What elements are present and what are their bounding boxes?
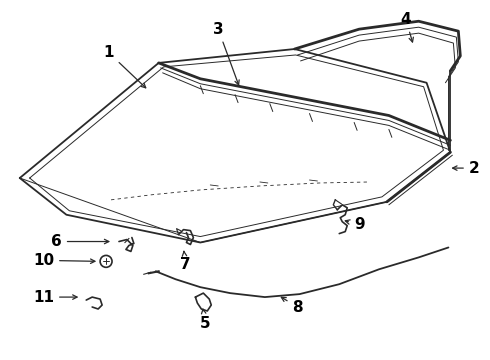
Text: 6: 6: [51, 234, 109, 249]
Text: 4: 4: [400, 12, 414, 42]
Text: 8: 8: [281, 297, 303, 315]
Text: 11: 11: [33, 289, 77, 305]
Text: 5: 5: [200, 309, 211, 332]
Text: 3: 3: [213, 22, 239, 85]
Text: 1: 1: [104, 45, 146, 88]
Text: 10: 10: [33, 253, 95, 268]
Text: 7: 7: [180, 251, 191, 272]
Text: 2: 2: [453, 161, 480, 176]
Text: 9: 9: [345, 217, 365, 232]
